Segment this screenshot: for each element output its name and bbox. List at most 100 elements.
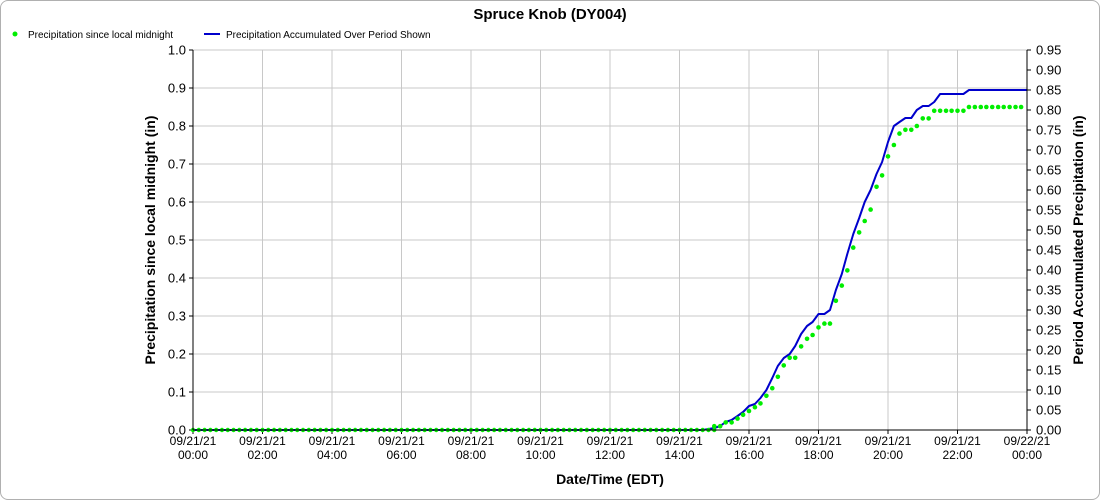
x-tick-label-date: 09/22/21 <box>1004 434 1051 448</box>
legend-label-since-midnight: Precipitation since local midnight <box>28 30 173 41</box>
x-tick-label-time: 02:00 <box>247 448 277 462</box>
x-tick-label-time: 08:00 <box>456 448 486 462</box>
x-tick-label-date: 09/21/21 <box>656 434 703 448</box>
series-point-since-midnight <box>856 230 862 235</box>
series-point-since-midnight <box>740 412 746 418</box>
series-point-since-midnight <box>816 325 821 330</box>
series-point-since-midnight <box>1013 104 1018 110</box>
x-tick-label-date: 09/21/21 <box>934 434 981 448</box>
series-point-since-midnight <box>862 218 868 224</box>
series-point-since-midnight <box>897 131 902 136</box>
right-tick-label: 0.75 <box>1036 123 1061 138</box>
series-point-since-midnight <box>1018 104 1024 110</box>
left-y-axis-ticks: 0.0 0.1 0.2 0.3 0.4 0.5 0.6 0.7 0.8 0.9 1.0 <box>168 43 193 438</box>
left-tick-label: 0.1 <box>168 385 186 400</box>
right-tick-label: 0.70 <box>1036 143 1061 158</box>
right-tick-label: 0.30 <box>1036 303 1061 318</box>
left-tick-label: 0.0 <box>168 423 186 438</box>
right-tick-label: 0.65 <box>1036 163 1061 178</box>
right-tick-label: 0.10 <box>1036 383 1061 398</box>
right-tick-label: 0.20 <box>1036 343 1061 358</box>
x-tick-label-time: 04:00 <box>317 448 347 462</box>
x-tick-label-time: 12:00 <box>595 448 625 462</box>
series-point-since-midnight <box>787 355 792 361</box>
series-point-since-midnight <box>984 104 989 110</box>
series-point-since-midnight <box>775 374 781 380</box>
series-point-since-midnight <box>995 104 1001 110</box>
series-point-since-midnight <box>729 420 734 425</box>
series-point-since-midnight <box>711 423 717 429</box>
series-point-since-midnight <box>764 393 769 399</box>
x-tick-label-date: 09/21/21 <box>865 434 912 448</box>
series-point-since-midnight <box>810 332 815 338</box>
x-tick-label-time: 16:00 <box>734 448 764 462</box>
right-tick-label: 0.85 <box>1036 83 1061 98</box>
x-tick-label-time: 14:00 <box>664 448 694 462</box>
right-tick-label: 0.50 <box>1036 223 1061 238</box>
series <box>190 89 1027 433</box>
right-tick-label: 0.15 <box>1036 363 1061 378</box>
left-tick-label: 0.9 <box>168 81 186 96</box>
legend: Precipitation since local midnight Preci… <box>12 30 431 41</box>
x-tick-label-date: 09/21/21 <box>517 434 564 448</box>
x-tick-label-date: 09/21/21 <box>239 434 286 448</box>
series-point-since-midnight <box>752 404 758 410</box>
series-point-since-midnight <box>885 154 891 159</box>
series-point-since-midnight <box>827 321 833 326</box>
left-tick-label: 0.3 <box>168 309 186 324</box>
series-point-since-midnight <box>937 108 943 114</box>
x-tick-label-time: 22:00 <box>942 448 972 462</box>
x-tick-label-date: 09/21/21 <box>795 434 842 448</box>
series-point-since-midnight <box>879 173 885 178</box>
x-tick-label-time: 20:00 <box>873 448 903 462</box>
right-tick-label: 0.55 <box>1036 203 1061 218</box>
series-point-since-midnight <box>839 283 845 288</box>
series-point-since-midnight <box>931 108 937 114</box>
series-point-since-midnight <box>949 108 954 114</box>
left-tick-label: 0.5 <box>168 233 186 248</box>
series-point-since-midnight <box>735 416 740 421</box>
x-tick-label-date: 09/21/21 <box>448 434 495 448</box>
series-point-since-midnight <box>955 108 960 114</box>
right-tick-label: 0.00 <box>1036 423 1061 438</box>
series-point-since-midnight <box>874 184 879 190</box>
x-axis-label: Date/Time (EDT) <box>556 471 664 487</box>
series-point-since-midnight <box>822 321 827 326</box>
series-point-since-midnight <box>961 108 966 114</box>
series-point-since-midnight <box>966 104 972 110</box>
left-y-axis-label: Precipitation since local midnight (in) <box>142 116 158 365</box>
series-point-since-midnight <box>978 104 984 110</box>
series-point-since-midnight <box>903 127 908 133</box>
x-tick-label-date: 09/21/21 <box>170 434 217 448</box>
chart-title: Spruce Knob (DY004) <box>473 6 626 23</box>
left-tick-label: 0.6 <box>168 195 186 210</box>
series-point-since-midnight <box>868 207 873 212</box>
series-point-since-midnight <box>908 127 914 133</box>
right-tick-label: 0.05 <box>1036 403 1061 418</box>
x-tick-label-time: 06:00 <box>386 448 416 462</box>
x-tick-label-time: 00:00 <box>178 448 208 462</box>
series-point-since-midnight <box>792 355 798 361</box>
right-y-axis-label: Period Accumulated Precipitation (in) <box>1070 115 1086 364</box>
series-point-since-midnight <box>723 420 729 425</box>
right-tick-label: 0.80 <box>1036 103 1061 118</box>
series-point-since-midnight <box>1007 104 1012 110</box>
series-line-period-accumulated <box>193 89 1027 431</box>
right-tick-label: 0.60 <box>1036 183 1061 198</box>
right-tick-label: 0.40 <box>1036 263 1061 278</box>
legend-label-period-accumulated: Precipitation Accumulated Over Period Sh… <box>226 30 431 41</box>
right-tick-label: 0.25 <box>1036 323 1061 338</box>
series-point-since-midnight <box>943 108 949 114</box>
legend-marker-points <box>12 31 18 37</box>
series-point-since-midnight <box>920 116 926 121</box>
left-tick-label: 0.4 <box>168 271 186 286</box>
x-tick-label-date: 09/21/21 <box>726 434 773 448</box>
right-y-axis-ticks: 0.00 0.05 0.10 0.15 0.20 0.25 0.30 0.35 0.40 0.45… <box>1027 43 1061 438</box>
series-point-since-midnight <box>717 423 723 429</box>
x-tick-label-date: 09/21/21 <box>378 434 425 448</box>
x-axis-ticks: 09/21/2100:0009/21/2102:0009/21/2104:000… <box>170 430 1051 462</box>
series-point-since-midnight <box>781 363 787 368</box>
series-point-since-midnight <box>972 104 978 110</box>
